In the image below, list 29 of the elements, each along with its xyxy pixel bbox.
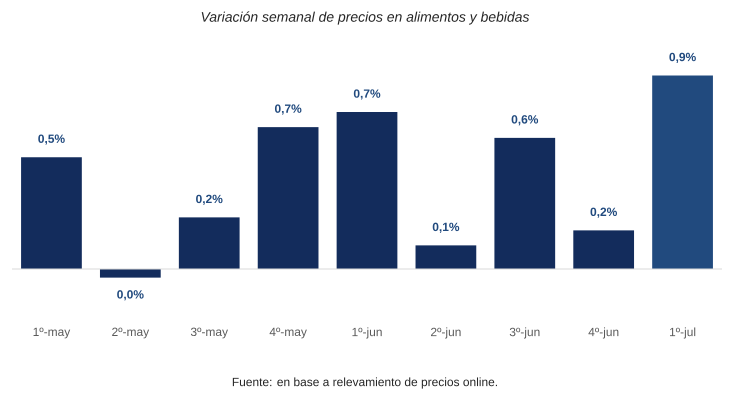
source-note: Fuente: en base a relevamiento de precios online. xyxy=(232,377,498,389)
data-label: 0,9% xyxy=(669,52,696,63)
x-tick-label: 4º-jun xyxy=(588,327,618,339)
x-tick-label: 3º-jun xyxy=(510,327,540,339)
bar xyxy=(494,138,556,270)
data-label: 0,1% xyxy=(432,222,460,233)
x-tick-label: 1º-jul xyxy=(670,327,696,339)
x-tick-label: 4º-may xyxy=(270,328,307,338)
bar xyxy=(21,157,82,270)
x-tick-label: 1º-may xyxy=(34,328,70,338)
data-label: 0,5% xyxy=(38,134,65,145)
bar xyxy=(573,230,634,270)
bar xyxy=(258,127,318,270)
chart-title: Variación semanal de precios en alimentos y bebidas xyxy=(202,11,530,25)
data-label: 0,7% xyxy=(354,89,380,100)
data-label: 0,2% xyxy=(196,194,223,205)
data-label: 0,2% xyxy=(590,208,617,218)
x-tick-label: 2º-may xyxy=(112,328,150,338)
x-tick-label: 1º-jun xyxy=(352,327,382,339)
bar xyxy=(100,269,161,278)
data-label: 0,6% xyxy=(512,115,538,126)
bar xyxy=(416,245,476,270)
data-label: 0,0% xyxy=(117,290,144,300)
x-tick-label: 2º-jun xyxy=(431,327,461,339)
bar xyxy=(652,75,713,270)
bar xyxy=(178,217,240,270)
data-label: 0,7% xyxy=(274,104,302,115)
bar xyxy=(336,112,398,270)
x-tick-label: 3º-may xyxy=(190,328,228,338)
